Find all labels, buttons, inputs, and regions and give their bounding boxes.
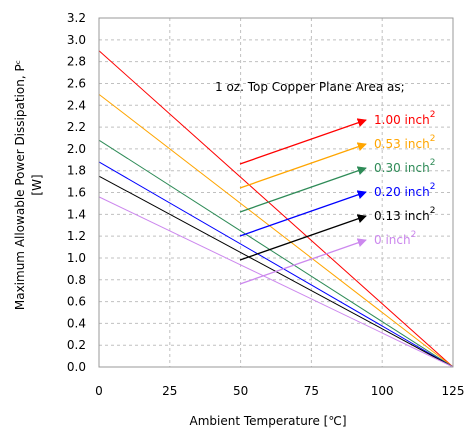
legend-arrow (239, 118, 367, 165)
legend: 1.00 inch2 0.53 inch2 0.30 inch2 0.20 inch2… (239, 110, 435, 285)
y-tick-label: 0.0 (67, 360, 86, 374)
legend-arrow (239, 142, 367, 189)
y-axis-label-line1: Maximum Allowable Power Dissipation, Pᶜ (13, 60, 27, 310)
legend-arrow (239, 238, 367, 285)
legend-superscript: 2 (430, 134, 436, 144)
legend-title: 1 oz. Top Copper Plane Area as; (215, 80, 405, 94)
grid (99, 18, 453, 367)
legend-label: 0.20 inch2 (374, 182, 435, 199)
y-tick-label: 2.0 (67, 142, 86, 156)
legend-superscript: 2 (430, 182, 436, 192)
x-tick-label: 75 (304, 384, 319, 398)
legend-superscript: 2 (430, 206, 436, 216)
legend-arrow (239, 190, 367, 237)
series-line-0-20 (98, 161, 454, 368)
y-axis-label: Maximum Allowable Power Dissipation, Pᶜ … (13, 60, 44, 310)
y-tick-label: 0.4 (67, 316, 86, 330)
x-tick-labels: 0 25 50 75 100 125 (95, 384, 464, 398)
y-tick-label: 1.6 (67, 186, 86, 200)
y-tick-label: 2.4 (67, 98, 86, 112)
series-line-0-30 (98, 139, 454, 368)
legend-label: 1.00 inch2 (374, 110, 435, 127)
series-line-0-53 (98, 93, 454, 368)
legend-superscript: 2 (430, 158, 436, 168)
x-tick-label: 125 (442, 384, 465, 398)
legend-superscript: 2 (430, 110, 436, 120)
x-tick-label: 100 (371, 384, 394, 398)
legend-arrow (239, 214, 367, 261)
y-tick-label: 2.8 (67, 55, 86, 69)
x-tick-label: 25 (162, 384, 177, 398)
y-tick-label: 3.2 (67, 11, 86, 25)
x-tick-label: 50 (233, 384, 248, 398)
legend-arrow (239, 166, 367, 213)
y-tick-label: 0.6 (67, 295, 86, 309)
y-tick-label: 1.4 (67, 207, 86, 221)
y-tick-label: 2.6 (67, 76, 86, 90)
series-line-0 (98, 196, 454, 368)
y-axis-label-line2: [W] (30, 174, 44, 195)
series-line-1-00 (98, 50, 454, 368)
y-tick-label: 0.2 (67, 338, 86, 352)
y-tick-label: 3.0 (67, 33, 86, 47)
plot-frame (98, 17, 454, 368)
y-tick-label: 1.2 (67, 229, 86, 243)
legend-label: 0.13 inch2 (374, 206, 435, 223)
y-tick-label: 1.8 (67, 164, 86, 178)
legend-label: 0 inch2 (374, 230, 416, 247)
legend-label: 0.30 inch2 (374, 158, 435, 175)
y-tick-label: 0.8 (67, 273, 86, 287)
y-tick-labels: 0.0 0.2 0.4 0.6 0.8 1.0 1.2 1.4 1.6 1.8 2.0 2.2 2.4 2… (67, 11, 86, 374)
legend-label: 0.53 inch2 (374, 134, 435, 151)
y-tick-label: 2.2 (67, 120, 86, 134)
legend-superscript: 2 (411, 230, 417, 240)
x-axis-label: Ambient Temperature [℃] (189, 414, 346, 428)
x-tick-label: 0 (95, 384, 103, 398)
y-tick-label: 1.0 (67, 251, 86, 265)
